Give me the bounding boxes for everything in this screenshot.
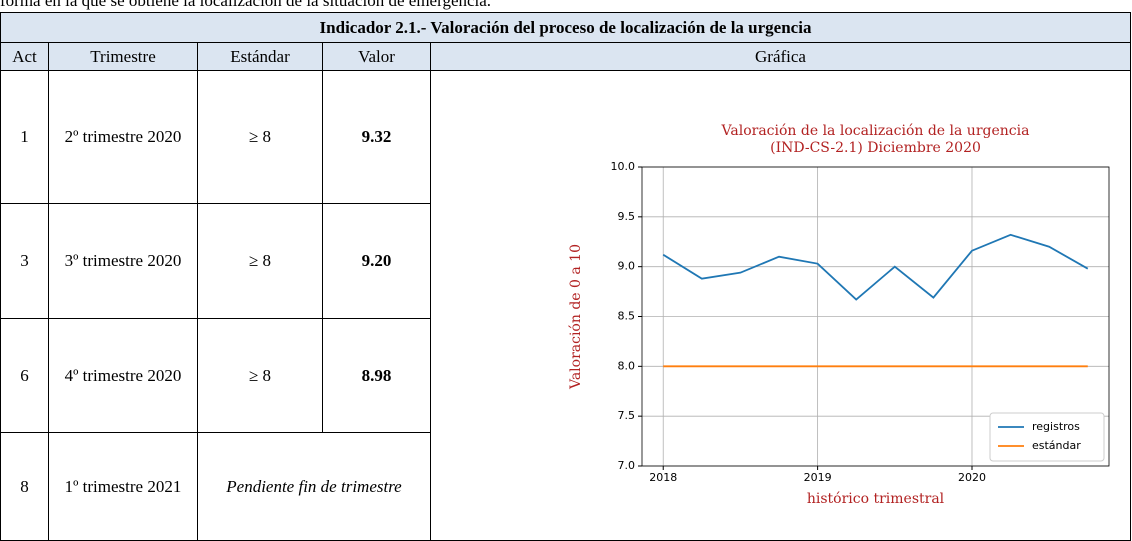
y-tick-label: 7.0 [618,459,636,472]
series-line [662,233,1089,301]
y-tick-label: 7.5 [618,409,636,422]
legend-label: estándar [1032,439,1081,452]
cell: 1 [0,70,49,204]
chart-title: (IND-CS-2.1) Diciembre 2020 [770,140,981,156]
column-header: Valor [322,42,431,71]
cell: 2º trimestre 2020 [48,70,198,204]
cell: ≥ 8 [197,318,323,433]
column-header: Trimestre [48,42,198,71]
y-tick-label: 8.0 [618,359,636,372]
cell: 9.32 [322,70,431,204]
graph-cell: Valoración de la localización de la urge… [430,70,1131,541]
column-header: Gráfica [430,42,1131,71]
chart: Valoración de la localización de la urge… [568,123,1110,507]
intro-text: forma en la que se obtiene la localizaci… [0,0,492,10]
y-axis-label: Valoración de 0 a 10 [568,244,584,390]
table-title: Indicador 2.1.- Valoración del proceso d… [0,12,1131,43]
y-tick-label: 9.5 [618,210,636,223]
legend-box [989,412,1105,462]
y-tick-label: 8.5 [618,310,636,323]
x-tick-label: 2019 [804,471,832,484]
cell: Pendiente fin de trimestre [197,432,431,541]
x-axis-label: histórico trimestral [807,491,945,507]
column-header: Estándar [197,42,323,71]
cell: 8 [0,432,49,541]
cell: 1º trimestre 2021 [48,432,198,541]
cell: 8.98 [322,318,431,433]
cell: 3 [0,203,49,319]
x-tick-label: 2018 [649,471,677,484]
chart-title: Valoración de la localización de la urge… [721,123,1030,139]
cell: 4º trimestre 2020 [48,318,198,433]
column-header: Act [0,42,49,71]
cell: 6 [0,318,49,433]
plot-frame [641,166,1110,467]
x-tick-label: 2020 [958,471,986,484]
indicator-table: Indicador 2.1.- Valoración del proceso d… [0,12,1131,541]
cell: ≥ 8 [197,203,323,319]
cell: 9.20 [322,203,431,319]
cell: ≥ 8 [197,70,323,204]
legend-label: registros [1032,420,1080,433]
y-tick-label: 9.0 [618,260,636,273]
cell: 3º trimestre 2020 [48,203,198,319]
y-tick-label: 10.0 [611,160,636,173]
